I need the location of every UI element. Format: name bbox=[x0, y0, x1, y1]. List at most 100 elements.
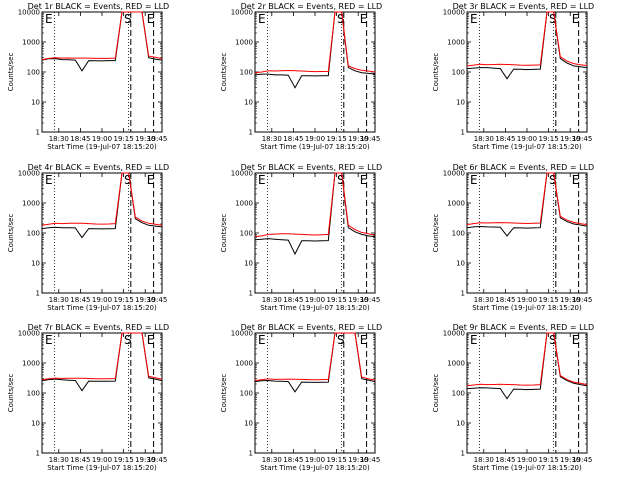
y-tick-label: 1000 bbox=[22, 200, 40, 208]
y-tick-label: 10000 bbox=[231, 170, 253, 178]
x-tick-label: 19:30 bbox=[348, 296, 368, 304]
event-marker-e: E bbox=[147, 173, 155, 187]
x-tick-label: 18:45 bbox=[283, 135, 303, 143]
x-tick-label: 19:15 bbox=[327, 296, 347, 304]
x-tick-label: 18:45 bbox=[70, 135, 90, 143]
event-marker-e: E bbox=[360, 12, 368, 26]
event-marker-s: S bbox=[337, 173, 345, 187]
x-tick-label: 19:15 bbox=[539, 296, 559, 304]
x-tick-label: 19:45 bbox=[147, 456, 167, 464]
event-marker-e: E bbox=[147, 333, 155, 347]
y-tick-label: 10000 bbox=[18, 330, 40, 338]
y-tick-label: 1 bbox=[461, 290, 465, 298]
y-tick-label: 1000 bbox=[235, 360, 253, 368]
series-events bbox=[466, 11, 588, 80]
series-lld bbox=[41, 172, 163, 226]
series-events bbox=[41, 332, 163, 392]
panel-title: Det 8r BLACK = Events, RED = LLD bbox=[241, 323, 383, 332]
y-tick-label: 10000 bbox=[18, 170, 40, 178]
x-tick-label: 19:45 bbox=[147, 135, 167, 143]
y-tick-label: 100 bbox=[452, 69, 465, 77]
x-tick-label: 19:30 bbox=[348, 456, 368, 464]
x-tick-label: 19:45 bbox=[360, 135, 380, 143]
panel-title: Det 2r BLACK = Events, RED = LLD bbox=[241, 2, 383, 11]
y-tick-label: 10 bbox=[244, 260, 253, 268]
y-tick-label: 10000 bbox=[443, 9, 465, 17]
panel-title: Det 4r BLACK = Events, RED = LLD bbox=[28, 163, 170, 172]
panel-det-1: Det 1r BLACK = Events, RED = LLD 1 10 100 10… bbox=[7, 2, 169, 151]
x-tick-label: 18:30 bbox=[474, 296, 494, 304]
x-tick-label: 18:45 bbox=[70, 456, 90, 464]
x-tick-label: 19:30 bbox=[560, 456, 580, 464]
event-marker-e: E bbox=[360, 173, 368, 187]
plot-frame bbox=[466, 172, 588, 294]
event-marker-e: E bbox=[470, 12, 478, 26]
series-events bbox=[254, 11, 376, 89]
x-tick-label: 18:45 bbox=[283, 296, 303, 304]
x-axis-label: Start Time (19-Jul-07 18:15:20) bbox=[472, 143, 582, 151]
y-tick-label: 1 bbox=[36, 450, 40, 458]
y-tick-label: 100 bbox=[240, 230, 253, 238]
series-events bbox=[466, 172, 588, 237]
y-tick-label: 1 bbox=[36, 290, 40, 298]
panel-title: Det 3r BLACK = Events, RED = LLD bbox=[453, 2, 595, 11]
x-tick-label: 19:30 bbox=[135, 456, 155, 464]
x-tick-label: 19:00 bbox=[517, 135, 537, 143]
x-tick-label: 19:00 bbox=[305, 135, 325, 143]
y-tick-label: 100 bbox=[240, 390, 253, 398]
y-tick-label: 100 bbox=[27, 230, 40, 238]
y-tick-label: 1000 bbox=[447, 39, 465, 47]
x-axis-label: Start Time (19-Jul-07 18:15:20) bbox=[260, 143, 370, 151]
x-tick-label: 19:45 bbox=[572, 456, 592, 464]
event-marker-s: S bbox=[124, 12, 132, 26]
event-marker-e: E bbox=[470, 333, 478, 347]
y-tick-label: 1000 bbox=[22, 39, 40, 47]
x-tick-label: 19:00 bbox=[517, 296, 537, 304]
y-tick-label: 100 bbox=[452, 230, 465, 238]
y-tick-label: 10000 bbox=[231, 330, 253, 338]
event-marker-e: E bbox=[470, 173, 478, 187]
x-tick-label: 19:00 bbox=[92, 135, 112, 143]
series-events bbox=[41, 172, 163, 239]
x-axis-label: Start Time (19-Jul-07 18:15:20) bbox=[472, 304, 582, 312]
x-tick-label: 18:30 bbox=[262, 456, 282, 464]
x-tick-label: 18:45 bbox=[283, 456, 303, 464]
x-axis-label: Start Time (19-Jul-07 18:15:20) bbox=[472, 464, 582, 472]
x-tick-label: 18:30 bbox=[474, 456, 494, 464]
y-tick-label: 1 bbox=[461, 450, 465, 458]
x-tick-label: 19:30 bbox=[560, 296, 580, 304]
x-tick-label: 19:45 bbox=[147, 296, 167, 304]
panel-det-9: Det 9r BLACK = Events, RED = LLD 1 10 100 10… bbox=[432, 323, 594, 472]
x-tick-label: 18:45 bbox=[495, 296, 515, 304]
y-axis-label: Counts/sec bbox=[7, 214, 15, 253]
x-tick-label: 19:45 bbox=[360, 296, 380, 304]
panel-title: Det 9r BLACK = Events, RED = LLD bbox=[453, 323, 595, 332]
event-marker-e: E bbox=[258, 173, 266, 187]
y-tick-label: 10 bbox=[31, 99, 40, 107]
y-tick-label: 100 bbox=[27, 390, 40, 398]
y-axis-label: Counts/sec bbox=[432, 53, 440, 92]
y-tick-label: 10 bbox=[31, 420, 40, 428]
x-tick-label: 19:30 bbox=[135, 296, 155, 304]
x-tick-label: 18:30 bbox=[49, 456, 69, 464]
panel-det-7: Det 7r BLACK = Events, RED = LLD 1 10 100 10… bbox=[7, 323, 169, 472]
series-events bbox=[254, 332, 376, 393]
event-marker-s: S bbox=[337, 12, 345, 26]
series-lld bbox=[41, 11, 163, 61]
y-tick-label: 100 bbox=[27, 69, 40, 77]
x-axis-label: Start Time (19-Jul-07 18:15:20) bbox=[47, 464, 157, 472]
event-marker-e: E bbox=[572, 12, 580, 26]
event-marker-e: E bbox=[45, 12, 53, 26]
y-axis-label: Counts/sec bbox=[7, 374, 15, 413]
x-tick-label: 18:30 bbox=[474, 135, 494, 143]
y-tick-label: 10000 bbox=[443, 330, 465, 338]
x-tick-label: 19:00 bbox=[92, 296, 112, 304]
event-marker-e: E bbox=[147, 12, 155, 26]
panel-title: Det 7r BLACK = Events, RED = LLD bbox=[28, 323, 170, 332]
x-tick-label: 19:15 bbox=[539, 456, 559, 464]
series-lld bbox=[466, 332, 588, 387]
x-tick-label: 19:15 bbox=[114, 296, 134, 304]
event-marker-e: E bbox=[45, 333, 53, 347]
panel-det-6: Det 6r BLACK = Events, RED = LLD 1 10 100 10… bbox=[432, 163, 594, 312]
series-lld bbox=[254, 332, 376, 382]
